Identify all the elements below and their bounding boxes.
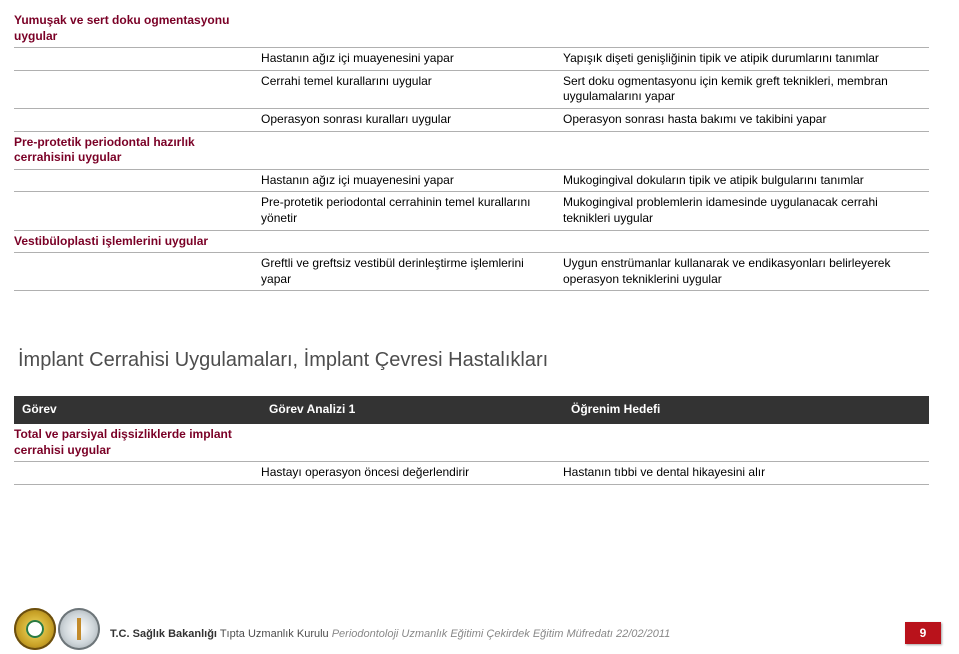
table-learning: Görev Görev Analizi 1 Öğrenim Hedefi Tot… xyxy=(14,396,929,484)
col-header: Görev xyxy=(14,396,261,424)
section-title: İmplant Cerrahisi Uygulamaları, İmplant … xyxy=(18,349,929,372)
cell: Hastayı operasyon öncesi değerlendirir xyxy=(261,462,563,485)
col-header: Görev Analizi 1 xyxy=(261,396,563,424)
cell: Operasyon sonrası hasta bakımı ve takibi… xyxy=(563,108,929,131)
page-footer: T.C. Sağlık Bakanlığı Tıpta Uzmanlık Kur… xyxy=(0,594,959,654)
row-title: Vestibüloplasti işlemlerini uygular xyxy=(14,230,261,253)
footer-bold: T.C. Sağlık Bakanlığı xyxy=(110,628,217,640)
cell: Hastanın tıbbi ve dental hikayesini alır xyxy=(563,462,929,485)
tuk-logo-icon xyxy=(58,608,100,650)
cell: Mukogingival problemlerin idamesinde uyg… xyxy=(563,192,929,230)
cell: Pre-protetik periodontal cerrahinin teme… xyxy=(261,192,563,230)
cell: Cerrahi temel kurallarını uygular xyxy=(261,70,563,108)
ministry-logo-icon xyxy=(14,608,56,650)
cell: Greftli ve greftsiz vestibül derinleştir… xyxy=(261,253,563,291)
page-number: 9 xyxy=(905,622,941,644)
footer-text: T.C. Sağlık Bakanlığı Tıpta Uzmanlık Kur… xyxy=(110,628,670,640)
table-competencies: Yumuşak ve sert doku ogmentasyonu uygula… xyxy=(14,10,929,291)
row-title: Yumuşak ve sert doku ogmentasyonu uygula… xyxy=(14,10,261,48)
col-header: Öğrenim Hedefi xyxy=(563,396,929,424)
cell: Operasyon sonrası kuralları uygular xyxy=(261,108,563,131)
cell: Hastanın ağız içi muayenesini yapar xyxy=(261,48,563,71)
footer-italic: Periodontoloji Uzmanlık Eğitimi Çekirdek… xyxy=(332,628,671,640)
cell: Yapışık dişeti genişliğinin tipik ve ati… xyxy=(563,48,929,71)
cell: Mukogingival dokuların tipik ve atipik b… xyxy=(563,169,929,192)
row-title: Pre-protetik periodontal hazırlık cerrah… xyxy=(14,131,261,169)
row-title: Total ve parsiyal dişsizliklerde implant… xyxy=(14,424,261,462)
footer-rest: Tıpta Uzmanlık Kurulu xyxy=(217,628,332,640)
cell: Hastanın ağız içi muayenesini yapar xyxy=(261,169,563,192)
cell: Sert doku ogmentasyonu için kemik greft … xyxy=(563,70,929,108)
cell: Uygun enstrümanlar kullanarak ve endikas… xyxy=(563,253,929,291)
